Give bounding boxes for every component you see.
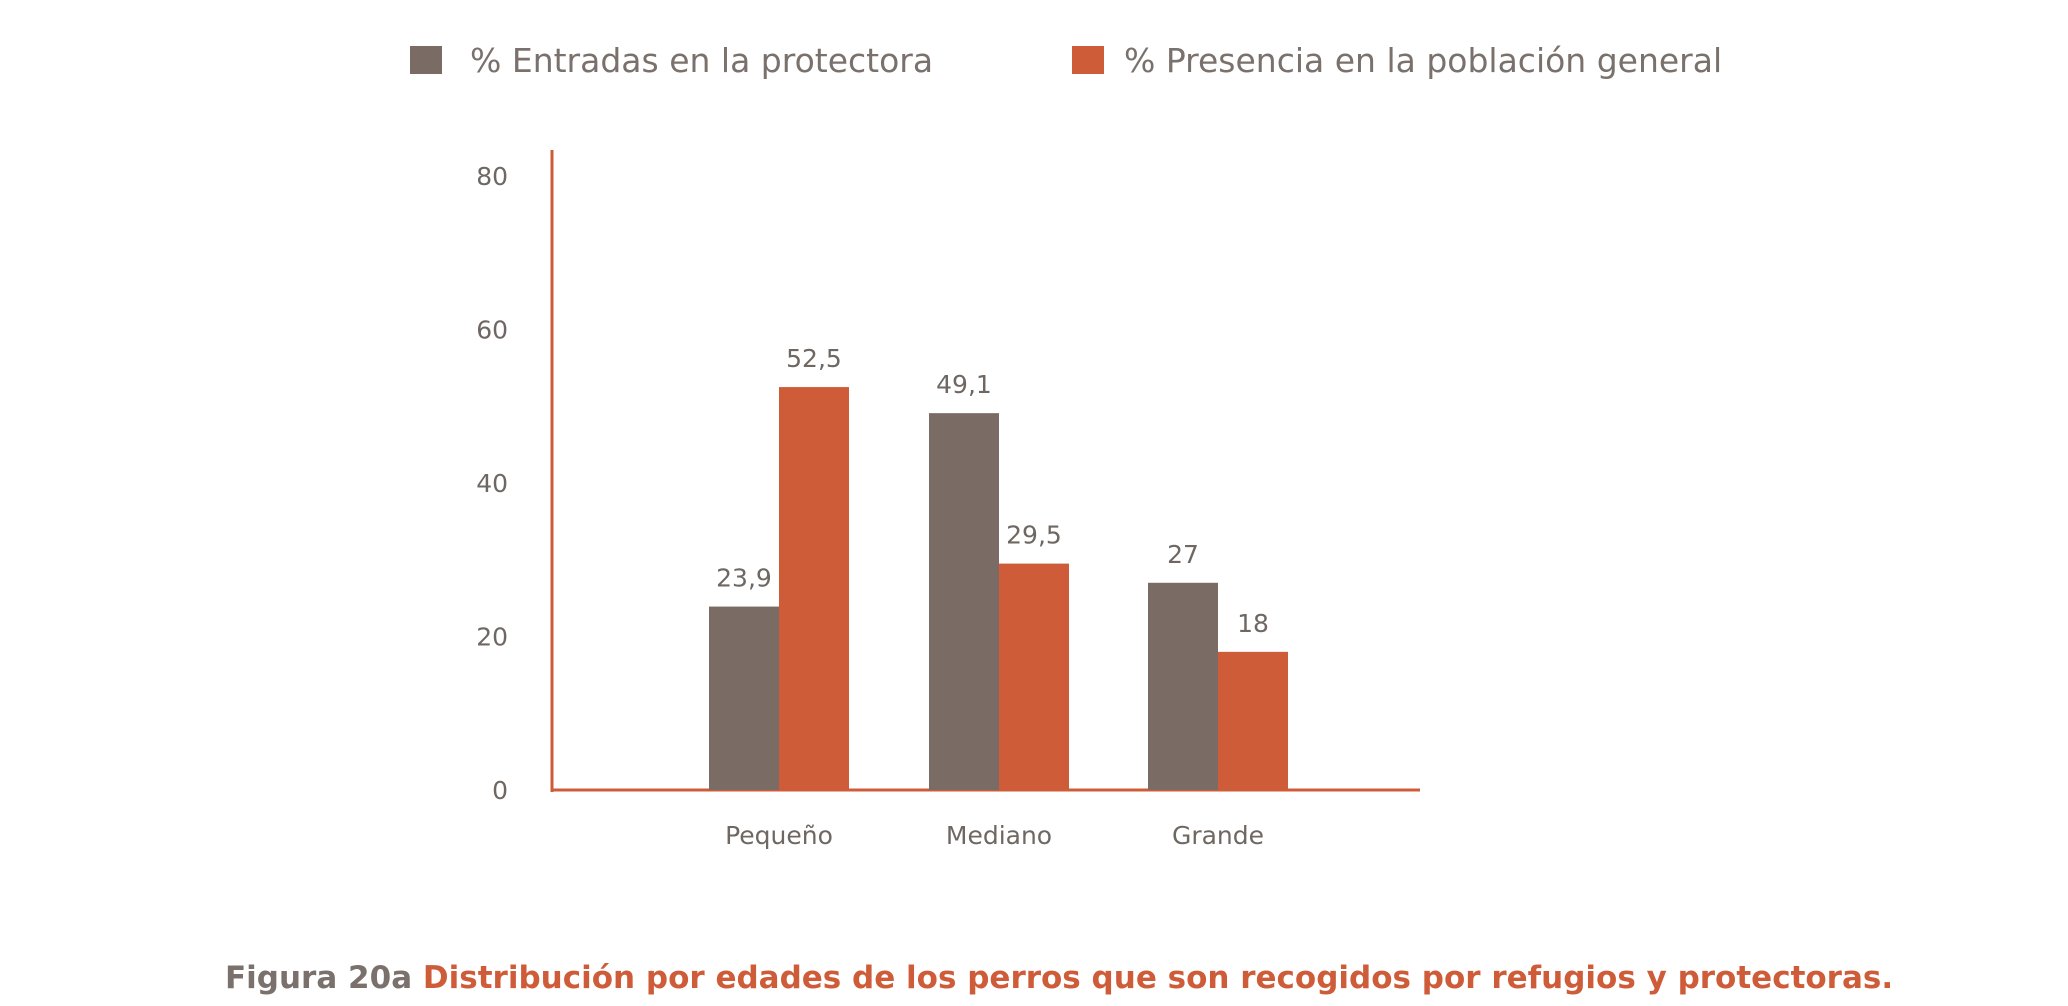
legend-label-2: % Presencia en la población general	[1124, 41, 1722, 80]
data-label: 49,1	[936, 370, 992, 399]
data-label: 23,9	[716, 564, 772, 593]
data-label: 27	[1167, 540, 1199, 569]
bar-entradas-pequeño	[709, 606, 779, 790]
y-tick-label: 20	[476, 623, 508, 652]
legend-label-1: % Entradas en la protectora	[470, 41, 933, 80]
y-tick-label: 0	[492, 776, 508, 805]
legend-swatch-2	[1072, 46, 1104, 74]
figure-caption: Figura 20a Distribución por edades de lo…	[225, 960, 1893, 996]
x-tick-label: Grande	[1172, 821, 1264, 850]
bar-entradas-mediano	[929, 413, 999, 790]
value-labels: 23,9 49,1 27 52,5 29,5 18	[716, 344, 1269, 638]
bars	[709, 387, 1288, 790]
data-label: 18	[1237, 609, 1269, 638]
data-label: 52,5	[786, 344, 842, 373]
legend: % Entradas en la protectora % Presencia e…	[410, 41, 1722, 80]
x-axis: Pequeño Mediano Grande	[552, 788, 1420, 850]
legend-swatch-1	[410, 46, 442, 74]
x-tick-label: Pequeño	[725, 821, 833, 850]
x-tick-label: Mediano	[946, 821, 1052, 850]
data-label: 29,5	[1006, 521, 1062, 550]
bar-entradas-grande	[1148, 582, 1218, 790]
y-tick-label: 40	[476, 469, 508, 498]
bar-presencia-mediano	[999, 563, 1069, 790]
figure-title: Distribución por edades de los perros qu…	[422, 960, 1894, 996]
bar-presencia-grande	[1218, 651, 1288, 790]
figure-number: Figura 20a	[225, 960, 413, 996]
y-tick-label: 60	[476, 316, 508, 345]
y-tick-label: 80	[476, 162, 508, 191]
y-axis: 0 20 40 60 80	[476, 150, 554, 805]
bar-presencia-pequeño	[779, 387, 849, 790]
